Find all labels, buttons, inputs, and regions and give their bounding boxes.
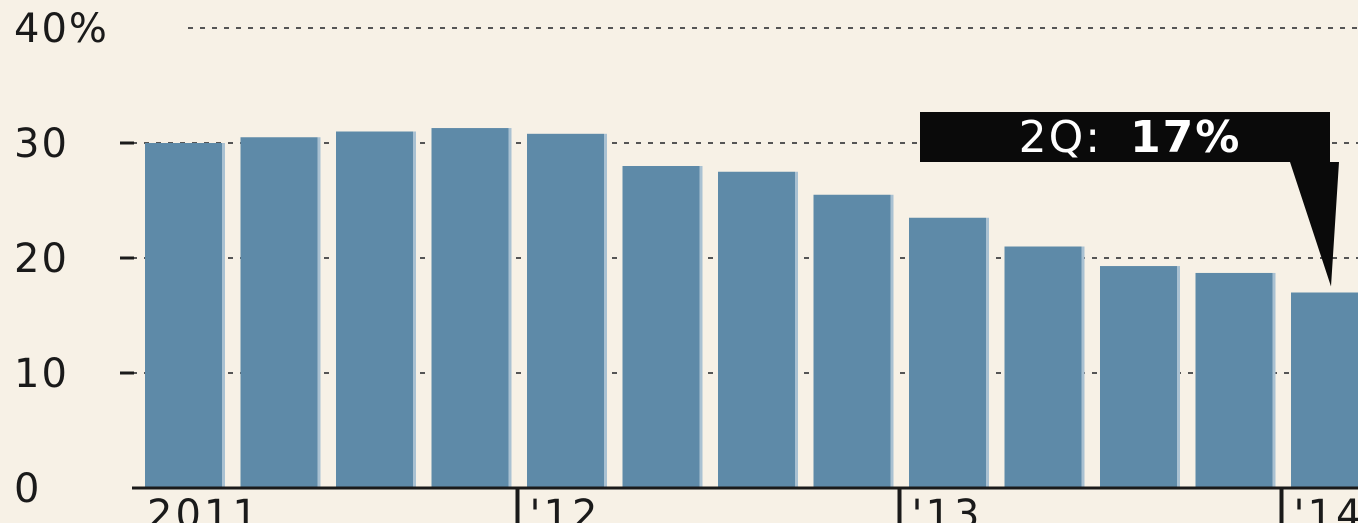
bar-highlight-11 [1272,272,1276,488]
bar-11 [1195,272,1273,488]
bar-2 [336,131,413,488]
y-tick-label: 20 [14,236,69,282]
y-tick-label: 0 [14,466,41,512]
y-tick-label: 30 [14,121,69,167]
bar-highlight-6 [795,171,798,488]
y-tick-label: 40% [14,6,109,52]
x-year-label: '14 [1294,492,1358,523]
bar-highlight-1 [317,137,321,488]
callout-prefix: 2Q: [1019,112,1102,163]
bar-4 [527,133,604,489]
bar-3 [431,128,509,489]
bar-1 [240,137,318,488]
bar-highlight-2 [413,131,416,488]
bar-highlight-0 [222,143,225,488]
bar-highlight-10 [1177,266,1180,488]
x-year-labels: 2011 '12 '13 '14 [147,492,1358,523]
bar-highlight-9 [1081,246,1085,488]
callout-value: 17% [1130,112,1241,163]
bar-6 [718,171,795,488]
x-year-label: '13 [912,492,983,523]
bar-8 [909,217,986,488]
y-tick-labels: 0 10 20 30 40% [14,6,109,512]
bar-12 [1291,292,1358,488]
bars [145,128,1358,489]
bar-highlight-5 [699,166,703,488]
bar-9 [1004,246,1082,488]
y-tick-label: 10 [14,351,69,397]
bar-10 [1100,266,1177,488]
callout-box [920,112,1339,287]
axes [120,141,1358,523]
bar-highlight-7 [890,194,894,488]
bar-0 [145,143,222,488]
bar-highlight-3 [508,128,512,489]
bar-highlight-4 [604,133,607,489]
bar-highlight-8 [986,217,989,488]
bar-5 [622,166,700,488]
bar-7 [813,194,891,488]
x-year-label: 2011 [147,492,261,523]
value-callout: 2Q: 17% [920,112,1339,287]
callout-label: 2Q: 17% [1019,112,1242,163]
x-year-label: '12 [530,492,601,523]
